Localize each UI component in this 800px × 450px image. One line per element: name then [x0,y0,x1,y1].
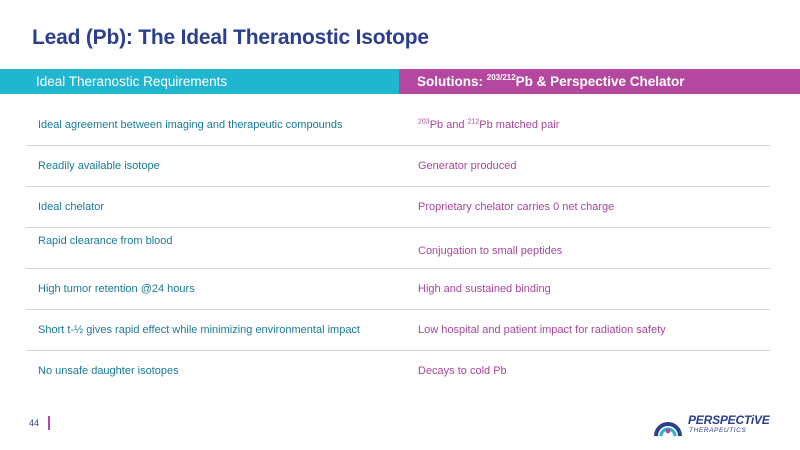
requirement-cell: No unsafe daughter isotopes [38,365,179,377]
requirements-header: Ideal Theranostic Requirements [0,69,399,94]
solutions-header: Solutions: 203/212Pb & Perspective Chela… [399,69,800,94]
solution-cell: 203Pb and 212Pb matched pair [418,105,559,146]
company-logo: PERSPECTiVE THERAPEUTICS [654,409,774,441]
logo-wordmark: PERSPECTiVE [688,413,770,427]
solutions-header-isotope-sup: 203/212 [486,72,516,82]
solution-text-mid: Pb and [429,119,468,131]
requirement-cell: Ideal agreement between imaging and ther… [38,119,343,131]
requirement-cell: Ideal chelator [38,201,105,213]
solution-cell: Low hospital and patient impact for radi… [418,324,666,336]
page-number: 44 [29,418,40,428]
slide-title: Lead (Pb): The Ideal Theranostic Isotope [32,26,429,49]
requirement-cell: Short t-½ gives rapid effect while minim… [38,324,360,336]
table-header: Ideal Theranostic Requirements Solutions… [0,69,800,94]
logo-subtitle: THERAPEUTICS [689,427,747,434]
solution-text-end: Pb matched pair [479,119,560,131]
solutions-header-prefix: Solutions: [417,74,487,89]
table-row: Rapid clearance from blood Conjugation t… [26,228,770,269]
table-row: Ideal agreement between imaging and ther… [26,105,770,146]
table-row: Short t-½ gives rapid effect while minim… [26,310,770,351]
footer-divider [48,416,50,430]
isotope-sup-212: 212 [467,118,480,126]
solution-cell: Conjugation to small peptides [418,245,563,257]
requirement-cell: Rapid clearance from blood [38,235,173,247]
table-row: No unsafe daughter isotopes Decays to co… [26,351,770,392]
isotope-sup-203: 203 [418,118,430,126]
solution-cell: Proprietary chelator carries 0 net charg… [418,201,615,213]
table-row: Ideal chelator Proprietary chelator carr… [26,187,770,228]
table-row: High tumor retention @24 hours High and … [26,269,770,310]
comparison-table: Ideal agreement between imaging and ther… [26,105,770,392]
solution-cell: Generator produced [418,160,517,172]
solutions-header-suffix: Pb & Perspective Chelator [515,74,685,89]
solution-cell: High and sustained binding [418,283,551,295]
table-row: Readily available isotope Generator prod… [26,146,770,187]
solution-cell: Decays to cold Pb [418,365,507,377]
logo-arch-icon [654,422,682,437]
requirement-cell: Readily available isotope [38,160,160,172]
requirement-cell: High tumor retention @24 hours [38,283,195,295]
